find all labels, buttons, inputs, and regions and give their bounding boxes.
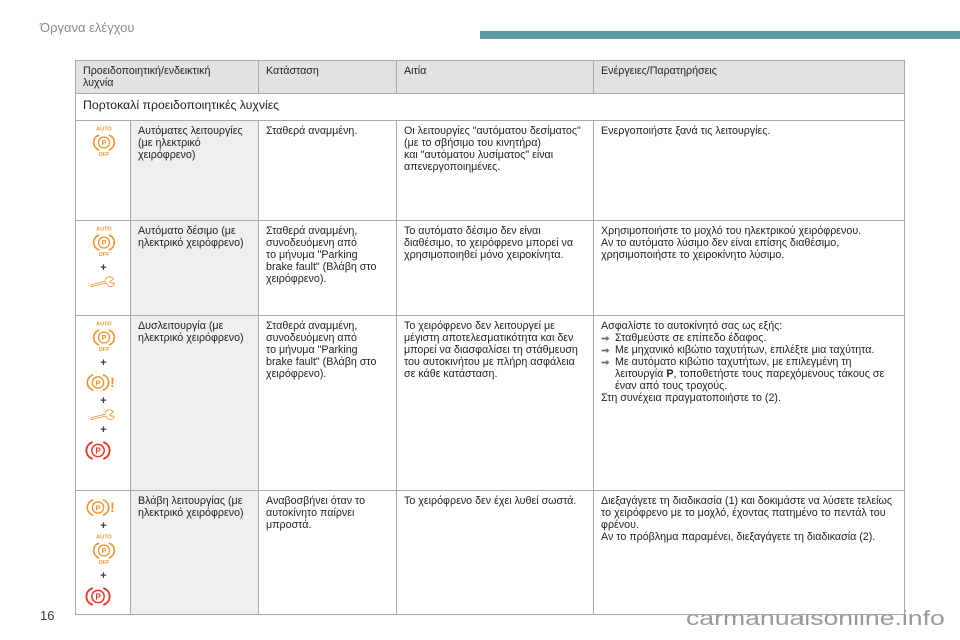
svg-text:AUTO: AUTO bbox=[96, 126, 112, 132]
svg-text:OFF: OFF bbox=[98, 560, 109, 566]
svg-text:OFF: OFF bbox=[98, 152, 109, 158]
svg-text:AUTO: AUTO bbox=[96, 321, 112, 327]
svg-text:P: P bbox=[95, 592, 101, 601]
svg-text:!: ! bbox=[110, 374, 115, 390]
svg-text:P: P bbox=[95, 446, 101, 455]
svg-text:!: ! bbox=[110, 499, 115, 515]
svg-text:P: P bbox=[95, 378, 100, 387]
svg-text:P: P bbox=[101, 546, 106, 555]
svg-text:P: P bbox=[101, 238, 106, 247]
svg-text:OFF: OFF bbox=[98, 252, 109, 258]
svg-text:P: P bbox=[95, 503, 100, 512]
svg-text:AUTO: AUTO bbox=[96, 226, 112, 232]
svg-text:P: P bbox=[101, 333, 106, 342]
svg-text:AUTO: AUTO bbox=[96, 534, 112, 540]
svg-text:OFF: OFF bbox=[98, 347, 109, 353]
svg-text:P: P bbox=[101, 138, 106, 147]
